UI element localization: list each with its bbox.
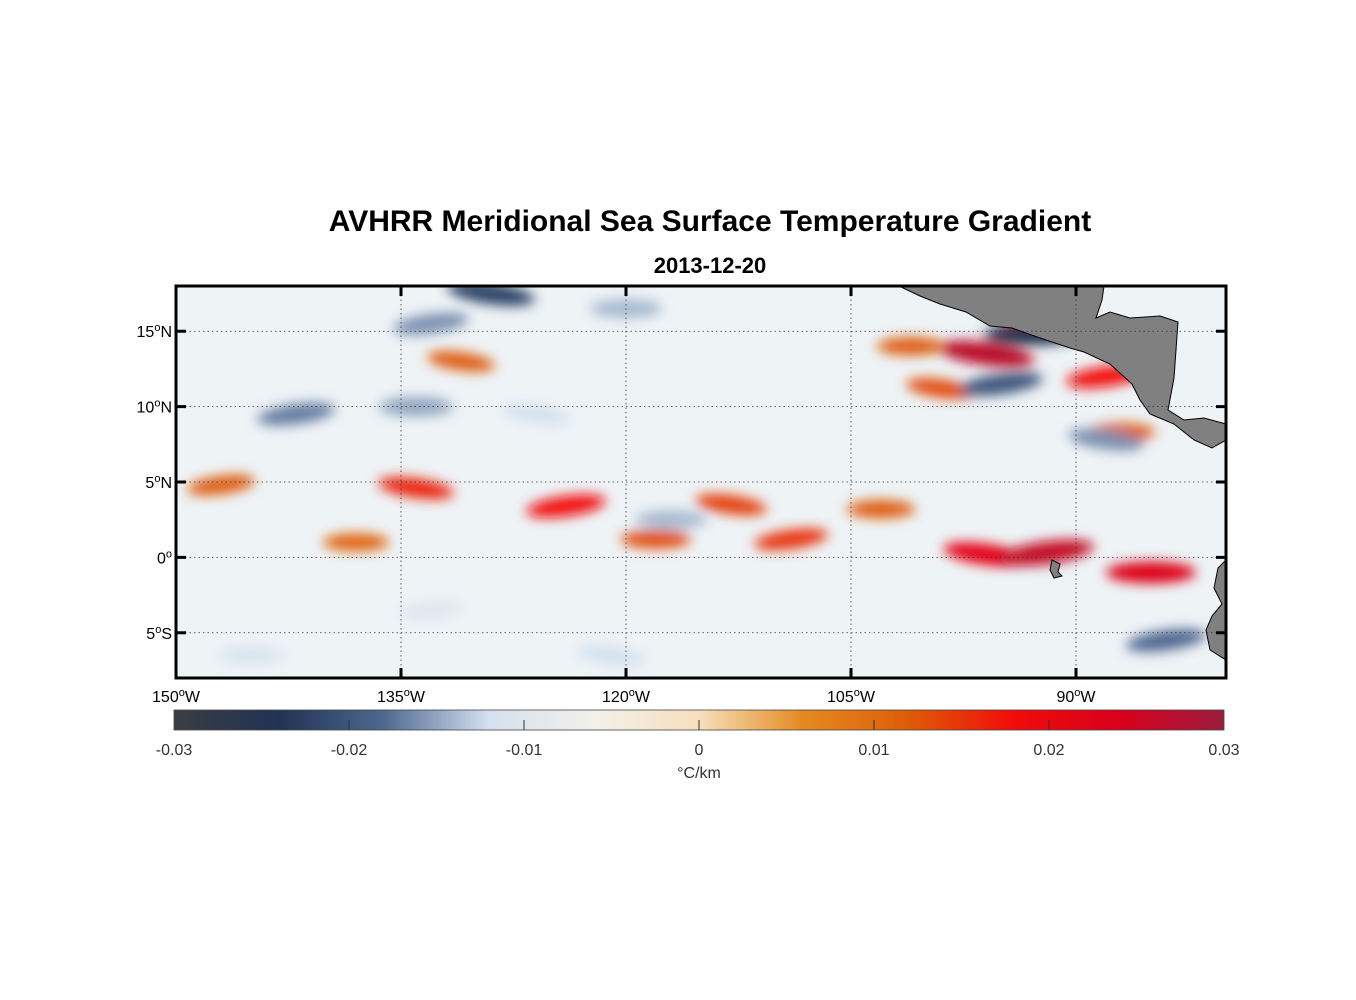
- gradient-feature: [847, 500, 915, 519]
- y-tick-label: 5oS: [146, 624, 172, 643]
- galapagos-island: [1049, 559, 1063, 579]
- chart-subtitle: 2013-12-20: [653, 253, 767, 278]
- gradient-feature: [959, 372, 1043, 396]
- gradient-feature: [399, 600, 463, 620]
- gradient-feature: [754, 528, 828, 551]
- colorbar-tick-label: 0.01: [858, 742, 889, 759]
- longitude-labels: 150oW 135oW 120oW 105oW 90oW: [152, 687, 1096, 706]
- gradient-feature: [427, 351, 495, 372]
- gradient-field: [187, 286, 1206, 666]
- tick-marks: [174, 286, 1226, 678]
- gradient-feature: [635, 510, 707, 530]
- gradient-feature: [877, 337, 945, 356]
- gradient-feature: [998, 539, 1094, 566]
- gradient-feature: [218, 646, 284, 665]
- gradient-feature: [257, 403, 335, 426]
- colorbar-tick-label: 0: [695, 742, 704, 759]
- colorbar-ticks: -0.03 -0.02 -0.01 0 0.01 0.02 0.03: [156, 720, 1240, 759]
- gradient-feature: [526, 494, 606, 518]
- south-america-land: [1205, 559, 1226, 661]
- gradient-feature: [323, 533, 389, 552]
- gradient-feature: [621, 530, 691, 549]
- latitude-labels: 15oN 10oN 5oN 0o 5oS: [137, 322, 172, 643]
- colorbar-tick-label: 0.02: [1033, 742, 1064, 759]
- y-tick-label: 5oN: [145, 473, 172, 492]
- chart-title: AVHRR Meridional Sea Surface Temperature…: [328, 205, 1092, 238]
- x-tick-label: 120oW: [602, 687, 651, 706]
- gradient-feature: [695, 494, 767, 516]
- gradient-feature: [187, 474, 255, 496]
- ocean-background: [176, 286, 1226, 678]
- gradient-feature: [1106, 561, 1196, 584]
- gradient-feature: [378, 477, 454, 499]
- central-america-land: [898, 286, 1226, 449]
- y-tick-label: 10oN: [137, 398, 172, 417]
- gradient-feature: [393, 312, 469, 335]
- colorbar-tick-label: -0.02: [331, 742, 368, 759]
- y-tick-label: 0o: [157, 548, 172, 567]
- colorbar-tick-label: -0.03: [156, 742, 193, 759]
- land-layer: [898, 286, 1226, 661]
- gradient-feature: [937, 340, 1035, 368]
- x-tick-label: 90oW: [1056, 687, 1096, 706]
- gradient-feature: [577, 645, 645, 666]
- gradient-feature: [906, 378, 976, 399]
- y-tick-label: 15oN: [137, 322, 172, 341]
- gradient-feature: [502, 404, 570, 425]
- gradient-feature: [1126, 628, 1206, 652]
- colorbar-tick-label: 0.03: [1208, 742, 1239, 759]
- x-tick-label: 135oW: [377, 687, 426, 706]
- colorbar-tick-label: -0.01: [506, 742, 543, 759]
- colorbar-unit: °C/km: [677, 765, 721, 782]
- gradient-feature: [1068, 428, 1144, 451]
- x-tick-label: 150oW: [152, 687, 201, 706]
- x-tick-label: 105oW: [827, 687, 876, 706]
